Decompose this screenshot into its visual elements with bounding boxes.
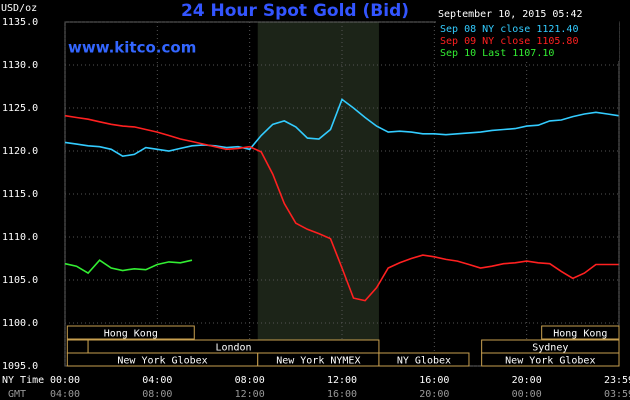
x-tick-label: 20:00 xyxy=(512,375,542,386)
y-tick-label: 1135.0 xyxy=(2,17,38,28)
x-tick-label: 23:59 xyxy=(604,375,630,386)
x-axis-label: NY Time xyxy=(2,375,44,386)
x-tick-label: 12:00 xyxy=(327,375,357,386)
session-box xyxy=(481,352,620,367)
session-box xyxy=(378,352,470,367)
watermark: www.kitco.com xyxy=(68,39,196,57)
legend-box xyxy=(436,21,619,61)
session-box xyxy=(541,325,620,340)
x2-tick-label: 12:00 xyxy=(235,389,265,400)
x2-tick-label: 16:00 xyxy=(327,389,357,400)
series-line xyxy=(64,114,619,302)
legend-entry: Sep 08 NY close 1121.40 xyxy=(440,24,578,35)
x-tick-label: 16:00 xyxy=(419,375,449,386)
y-tick-label: 1095.0 xyxy=(2,361,38,372)
y-tick-label: 1120.0 xyxy=(2,146,38,157)
x2-tick-label: 03:59 xyxy=(604,389,630,400)
y-tick-label: 1115.0 xyxy=(2,189,38,200)
session-box xyxy=(66,325,195,340)
session-label: New York Globex xyxy=(117,356,207,367)
x2-tick-label: 04:00 xyxy=(50,389,80,400)
series-line xyxy=(64,98,619,158)
session-label: New York NYMEX xyxy=(276,356,360,367)
x-tick-label: 04:00 xyxy=(142,375,172,386)
y-tick-label: 1125.0 xyxy=(2,103,38,114)
y-tick-label: 1100.0 xyxy=(2,318,38,329)
session-label: Hong Kong xyxy=(553,329,607,340)
y-tick-label: 1110.0 xyxy=(2,232,38,243)
series-line xyxy=(64,259,193,275)
session-label: London xyxy=(215,343,251,354)
session-label: New York Globex xyxy=(505,356,595,367)
legend-entry: Sep 09 NY close 1105.80 xyxy=(440,36,578,47)
shaded-region xyxy=(257,22,379,366)
x2-tick-label: 00:00 xyxy=(512,389,542,400)
chart-title: 24 Hour Spot Gold (Bid) xyxy=(181,1,409,21)
y-tick-label: 1105.0 xyxy=(2,275,38,286)
legend-entry: Sep 10 Last 1107.10 xyxy=(440,48,554,59)
session-label: Sydney xyxy=(532,343,568,354)
y-tick-label: 1130.0 xyxy=(2,60,38,71)
session-label: NY Globex xyxy=(397,356,451,367)
x-tick-label: 08:00 xyxy=(235,375,265,386)
x-tick-label: 00:00 xyxy=(50,375,80,386)
session-label: Hong Kong xyxy=(104,329,158,340)
y-axis-label: USD/oz xyxy=(1,3,37,14)
x2-tick-label: 08:00 xyxy=(142,389,172,400)
session-box xyxy=(66,339,89,354)
x2-tick-label: 20:00 xyxy=(419,389,449,400)
x2-axis-label: GMT xyxy=(8,389,26,400)
timestamp: September 10, 2015 05:42 xyxy=(438,9,583,20)
